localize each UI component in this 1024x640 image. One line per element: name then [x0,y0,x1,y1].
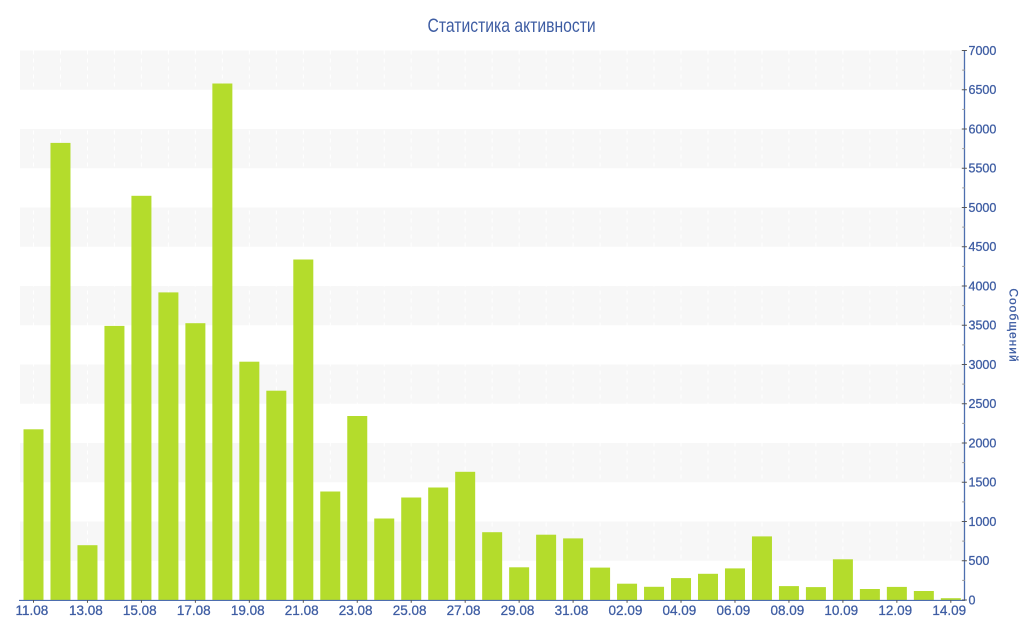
svg-text:12.09: 12.09 [878,603,912,618]
svg-text:23.08: 23.08 [339,603,373,618]
svg-text:1000: 1000 [969,515,997,529]
svg-text:4000: 4000 [969,279,997,293]
svg-text:29.08: 29.08 [501,603,535,618]
svg-text:2500: 2500 [969,397,997,411]
svg-text:14.09: 14.09 [932,603,966,618]
svg-text:500: 500 [969,554,990,568]
svg-text:Сообщений: Сообщений [1007,288,1021,362]
svg-text:15.08: 15.08 [123,603,157,618]
svg-text:04.09: 04.09 [663,603,697,618]
svg-text:08.09: 08.09 [770,603,804,618]
svg-text:6500: 6500 [969,83,997,97]
svg-text:4500: 4500 [969,240,997,254]
svg-text:1500: 1500 [969,476,997,490]
svg-text:31.08: 31.08 [555,603,589,618]
svg-text:27.08: 27.08 [447,603,481,618]
svg-text:3500: 3500 [969,319,997,333]
svg-text:3000: 3000 [969,358,997,372]
svg-text:13.08: 13.08 [69,603,103,618]
svg-text:11.08: 11.08 [16,603,49,618]
svg-text:5500: 5500 [969,162,997,176]
svg-text:10.09: 10.09 [824,603,858,618]
svg-text:2000: 2000 [969,436,997,450]
svg-text:02.09: 02.09 [609,603,643,618]
svg-text:06.09: 06.09 [716,603,750,618]
svg-text:19.08: 19.08 [231,603,265,618]
svg-text:6000: 6000 [969,122,997,136]
svg-text:17.08: 17.08 [177,603,211,618]
svg-text:7000: 7000 [969,44,997,58]
svg-text:Статистика активности: Статистика активности [428,15,596,37]
svg-text:25.08: 25.08 [393,603,427,618]
svg-text:0: 0 [969,593,976,607]
svg-text:21.08: 21.08 [285,603,319,618]
svg-text:5000: 5000 [969,201,997,215]
